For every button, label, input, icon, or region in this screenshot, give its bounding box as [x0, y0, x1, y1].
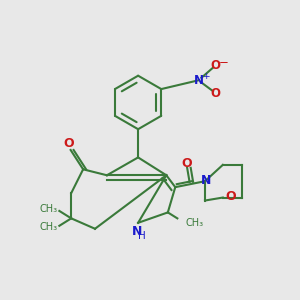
Text: CH₃: CH₃: [186, 218, 204, 228]
Text: CH₃: CH₃: [40, 204, 58, 214]
Text: O: O: [182, 157, 193, 170]
Text: +: +: [202, 72, 209, 81]
Text: N: N: [131, 225, 142, 238]
Text: O: O: [64, 137, 74, 150]
Text: N: N: [201, 174, 211, 187]
Text: −: −: [219, 56, 229, 69]
Text: CH₃: CH₃: [40, 222, 58, 232]
Text: O: O: [210, 59, 220, 72]
Text: H: H: [138, 231, 146, 241]
Text: O: O: [225, 190, 236, 202]
Text: O: O: [210, 87, 220, 100]
Text: N: N: [194, 74, 204, 87]
